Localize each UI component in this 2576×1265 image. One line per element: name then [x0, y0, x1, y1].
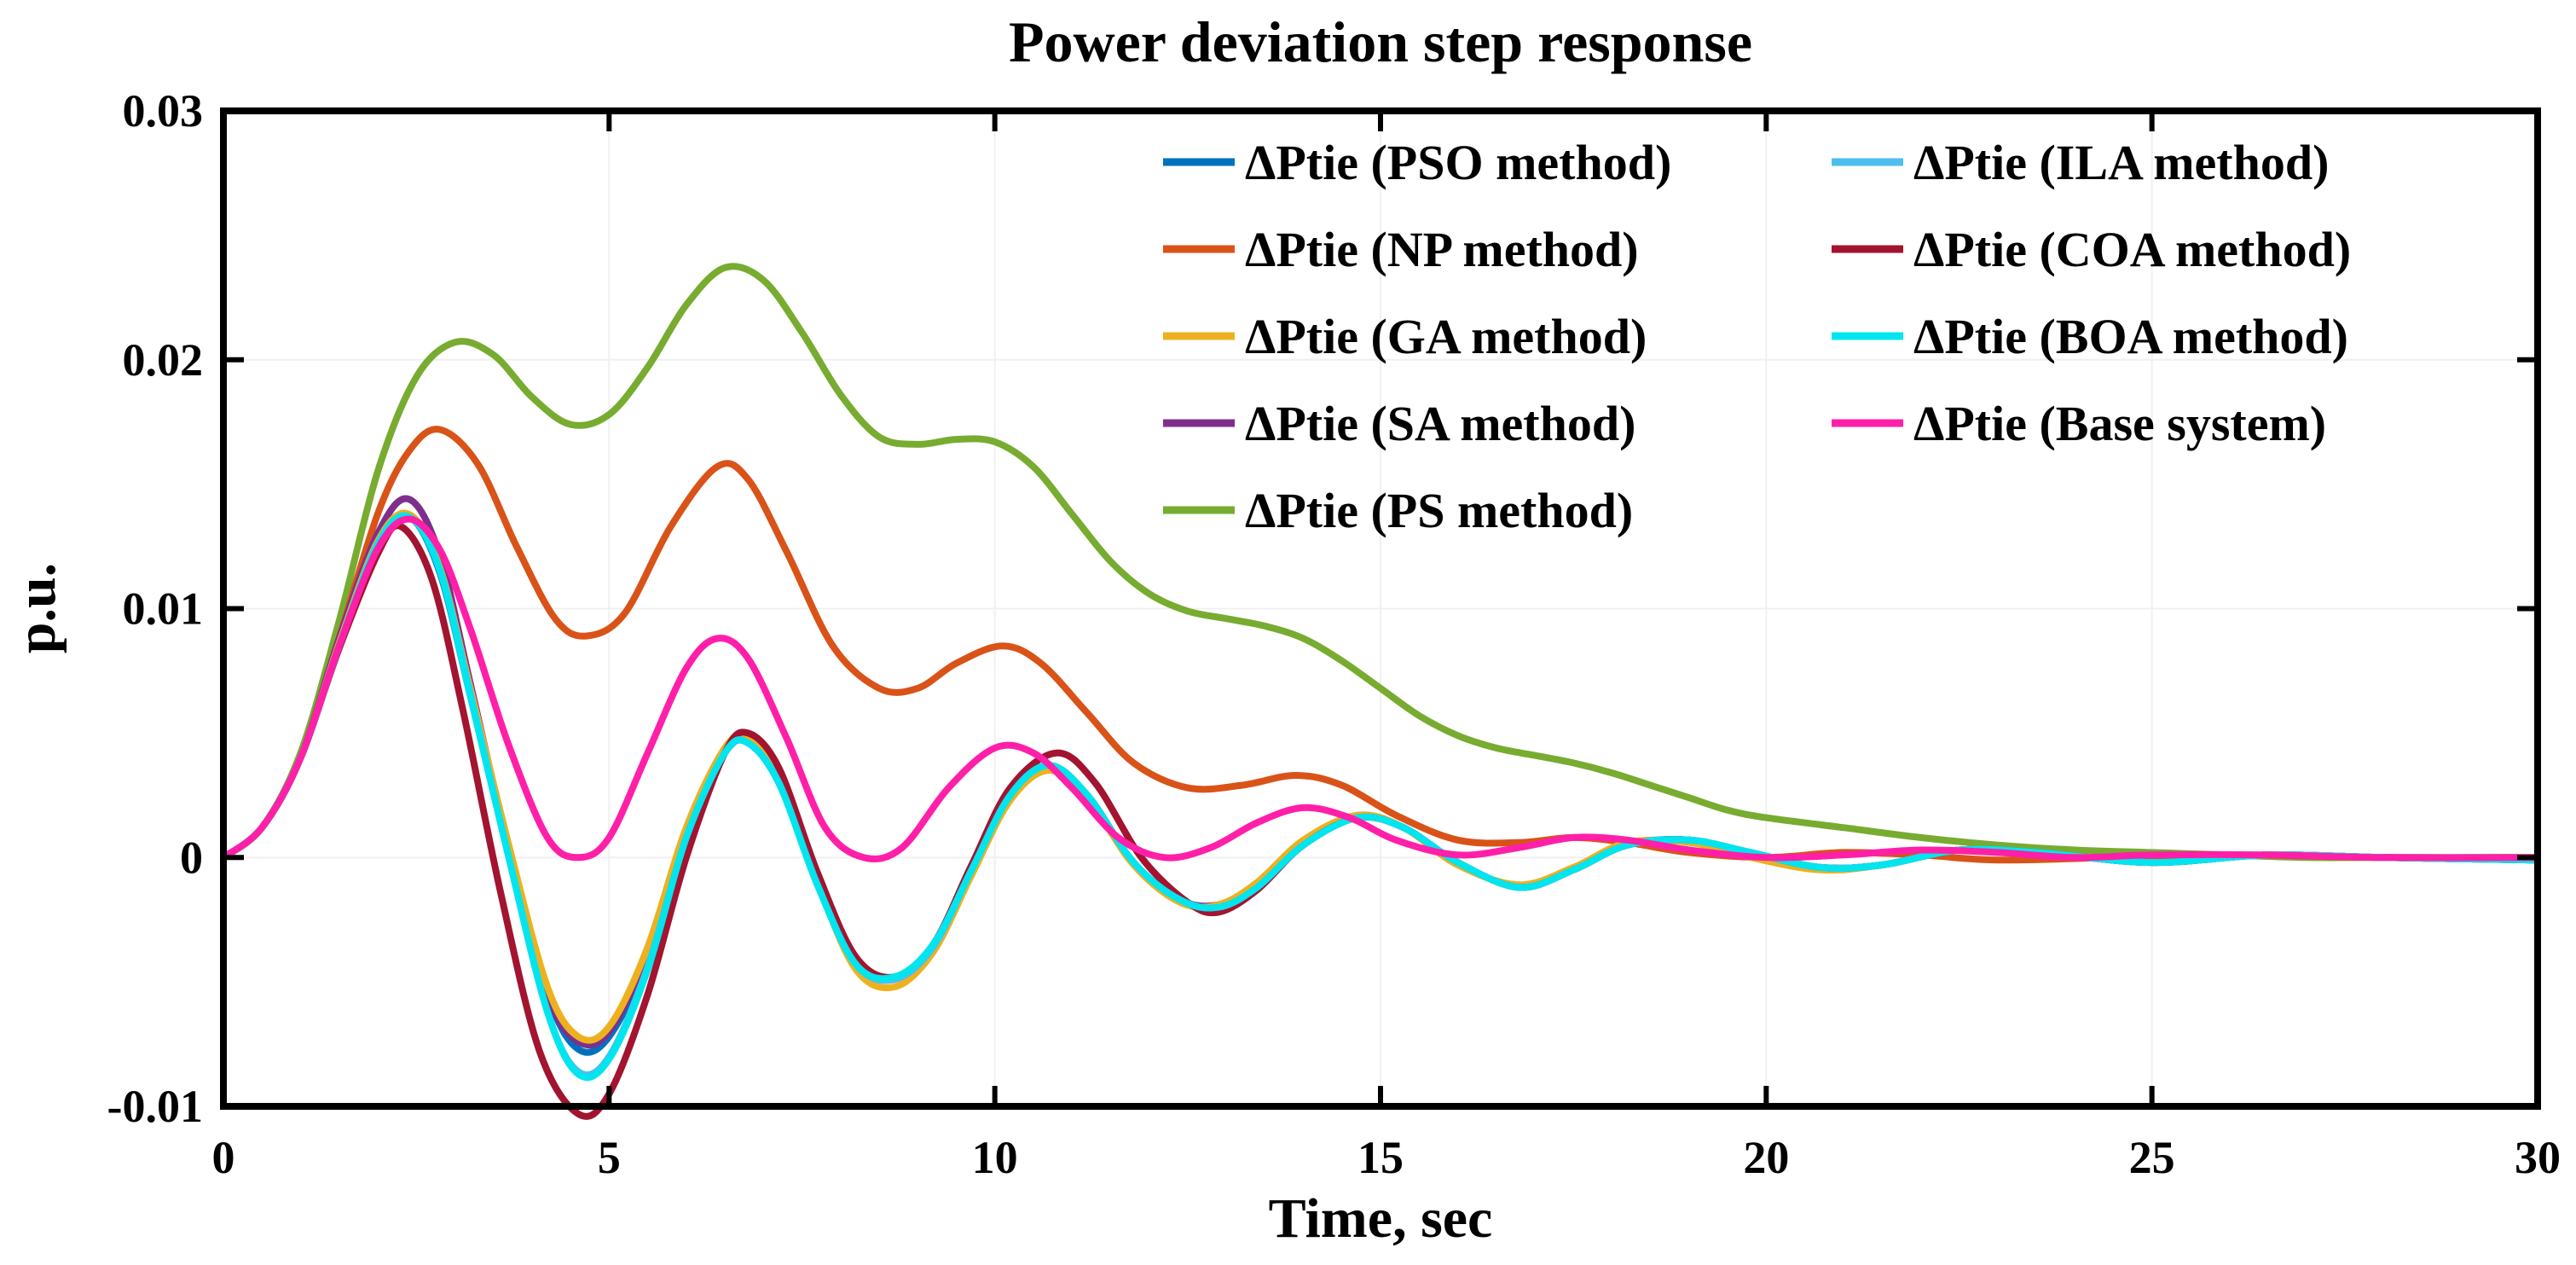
x-tick-label: 25 — [2129, 1132, 2175, 1183]
y-tick-label: 0.02 — [123, 334, 204, 386]
series-line-ptie-boa-method — [220, 512, 2541, 1082]
legend-label: ΔPtie (PS method) — [1245, 483, 1633, 538]
legend: ΔPtie (PSO method) ΔPtie (NP method) ΔPtie… — [1163, 135, 2351, 538]
x-axis-label: Time, sec — [1269, 1187, 1493, 1250]
axis-ticks — [221, 108, 2540, 1109]
series-layer — [220, 263, 2541, 1120]
y-tick-label: -0.01 — [107, 1081, 203, 1132]
x-tick-label: 5 — [598, 1132, 621, 1183]
x-tick-label: 30 — [2515, 1132, 2561, 1183]
legend-label: ΔPtie (Base system) — [1913, 396, 2326, 451]
legend-label: ΔPtie (COA method) — [1913, 222, 2351, 277]
series-line-ptie-ps-method — [220, 263, 2541, 862]
legend-label: ΔPtie (BOA method) — [1913, 309, 2348, 364]
y-axis-label: p.u. — [5, 563, 67, 653]
x-tick-label: 0 — [212, 1132, 235, 1183]
y-tick-label: 0.03 — [123, 85, 204, 136]
legend-label: ΔPtie (NP method) — [1245, 222, 1639, 277]
legend-label: ΔPtie (SA method) — [1245, 396, 1635, 451]
x-tick-label: 10 — [972, 1132, 1018, 1183]
y-tick-label: 0 — [180, 832, 203, 883]
x-tick-label: 20 — [1743, 1132, 1789, 1183]
series-line-ptie-base-system — [220, 515, 2541, 862]
chart-title: Power deviation step response — [1009, 9, 1752, 74]
legend-label: ΔPtie (GA method) — [1245, 309, 1647, 364]
legend-label: ΔPtie (PSO method) — [1245, 135, 1671, 190]
x-tick-label: 15 — [1357, 1132, 1404, 1183]
legend-label: ΔPtie (ILA method) — [1913, 135, 2329, 190]
y-tick-label: 0.01 — [123, 583, 204, 635]
